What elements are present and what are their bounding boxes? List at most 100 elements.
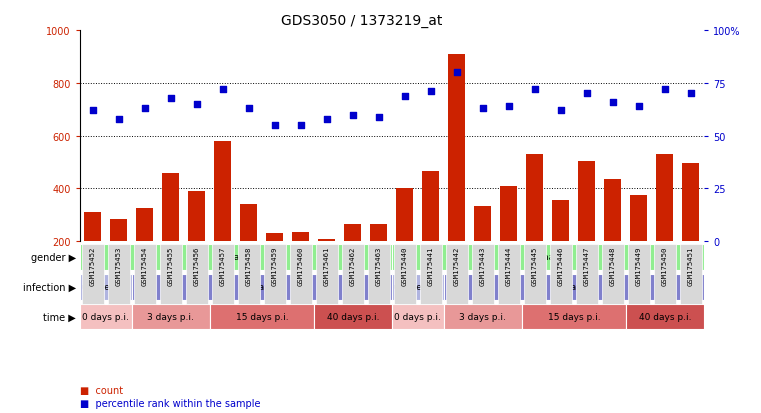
Text: GSM175445: GSM175445 <box>532 246 538 285</box>
Bar <box>630 195 648 242</box>
Text: GSM175441: GSM175441 <box>428 246 434 285</box>
Point <box>503 104 515 110</box>
Text: GSM175458: GSM175458 <box>246 246 252 285</box>
Bar <box>396 189 413 242</box>
Text: ■  count: ■ count <box>80 385 123 395</box>
Point <box>477 106 489 112</box>
FancyBboxPatch shape <box>654 244 676 304</box>
Point <box>139 106 151 112</box>
FancyBboxPatch shape <box>392 244 704 270</box>
FancyBboxPatch shape <box>186 244 208 304</box>
Text: female: female <box>532 253 564 262</box>
Text: ■  percentile rank within the sample: ■ percentile rank within the sample <box>80 398 260 408</box>
Point <box>581 91 593 97</box>
FancyBboxPatch shape <box>160 244 182 304</box>
FancyBboxPatch shape <box>576 244 598 304</box>
FancyBboxPatch shape <box>444 274 704 300</box>
Text: infection ▶: infection ▶ <box>23 282 76 292</box>
FancyBboxPatch shape <box>392 304 444 330</box>
Bar <box>448 55 466 242</box>
Bar <box>422 172 439 242</box>
Point <box>399 93 411 100</box>
Point <box>243 106 255 112</box>
Point <box>321 116 333 123</box>
Bar <box>474 206 492 242</box>
Text: GSM175457: GSM175457 <box>220 246 226 285</box>
Bar <box>604 180 622 242</box>
Bar <box>501 186 517 242</box>
Text: GDS3050 / 1373219_at: GDS3050 / 1373219_at <box>281 14 442 28</box>
Bar <box>189 192 205 242</box>
FancyBboxPatch shape <box>314 304 392 330</box>
FancyBboxPatch shape <box>524 244 546 304</box>
Text: GSM175446: GSM175446 <box>558 246 564 285</box>
Point <box>607 99 619 106</box>
FancyBboxPatch shape <box>132 304 210 330</box>
Point <box>373 114 385 121</box>
Text: 3 days p.i.: 3 days p.i. <box>460 312 506 321</box>
Text: GSM175459: GSM175459 <box>272 246 278 285</box>
Text: 40 days p.i.: 40 days p.i. <box>326 312 379 321</box>
Point <box>87 108 99 114</box>
Text: gender ▶: gender ▶ <box>31 252 76 262</box>
Text: GSM175450: GSM175450 <box>662 246 668 285</box>
Point <box>347 112 359 119</box>
Text: 3 days p.i.: 3 days p.i. <box>148 312 194 321</box>
FancyBboxPatch shape <box>602 244 624 304</box>
Point <box>685 91 697 97</box>
Point <box>633 104 645 110</box>
Text: GSM175461: GSM175461 <box>324 246 330 285</box>
Bar <box>657 155 673 242</box>
FancyBboxPatch shape <box>626 304 704 330</box>
Text: 15 days p.i.: 15 days p.i. <box>548 312 600 321</box>
FancyBboxPatch shape <box>550 244 572 304</box>
FancyBboxPatch shape <box>264 244 286 304</box>
Text: GSM175442: GSM175442 <box>454 246 460 285</box>
Text: hantavirus: hantavirus <box>549 282 598 292</box>
Point <box>113 116 125 123</box>
Text: GSM175453: GSM175453 <box>116 246 122 285</box>
Point <box>425 89 437 95</box>
Text: uninfected: uninfected <box>81 282 130 292</box>
FancyBboxPatch shape <box>290 244 312 304</box>
Text: time ▶: time ▶ <box>43 312 76 322</box>
Text: uninfected: uninfected <box>393 282 442 292</box>
Text: hantavirus: hantavirus <box>237 282 286 292</box>
FancyBboxPatch shape <box>680 244 702 304</box>
Text: GSM175462: GSM175462 <box>350 246 356 285</box>
FancyBboxPatch shape <box>472 244 494 304</box>
Point <box>191 101 203 108</box>
Point <box>269 122 281 129</box>
Bar <box>318 239 336 242</box>
FancyBboxPatch shape <box>238 244 260 304</box>
FancyBboxPatch shape <box>210 304 314 330</box>
Text: GSM175448: GSM175448 <box>610 246 616 285</box>
Text: GSM175460: GSM175460 <box>298 246 304 285</box>
FancyBboxPatch shape <box>80 304 132 330</box>
Text: GSM175440: GSM175440 <box>402 246 408 285</box>
Point <box>165 95 177 102</box>
Bar <box>527 155 543 242</box>
Bar <box>552 201 569 242</box>
Point <box>451 70 463 76</box>
FancyBboxPatch shape <box>108 244 130 304</box>
Bar <box>240 205 257 242</box>
Text: GSM175451: GSM175451 <box>688 246 694 285</box>
FancyBboxPatch shape <box>368 244 390 304</box>
FancyBboxPatch shape <box>80 244 392 270</box>
Point <box>659 87 671 93</box>
Bar <box>683 164 699 242</box>
Point <box>217 87 229 93</box>
FancyBboxPatch shape <box>82 244 104 304</box>
FancyBboxPatch shape <box>628 244 650 304</box>
Text: GSM175447: GSM175447 <box>584 246 590 285</box>
Text: 0 days p.i.: 0 days p.i. <box>82 312 129 321</box>
FancyBboxPatch shape <box>132 274 392 300</box>
FancyBboxPatch shape <box>498 244 520 304</box>
Point <box>555 108 567 114</box>
FancyBboxPatch shape <box>420 244 442 304</box>
Text: GSM175449: GSM175449 <box>636 246 642 285</box>
Text: male: male <box>224 253 247 262</box>
Text: GSM175463: GSM175463 <box>376 246 382 285</box>
Text: GSM175454: GSM175454 <box>142 246 148 285</box>
